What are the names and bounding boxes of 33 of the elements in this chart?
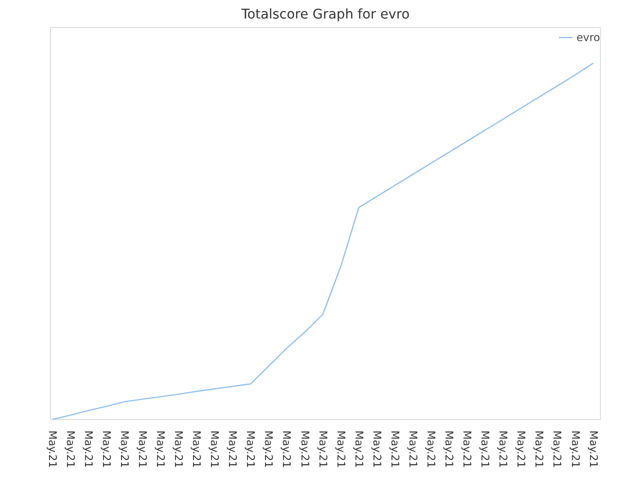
x-tick-label: May.21: [118, 430, 131, 468]
x-tick-label: May.21: [424, 430, 438, 468]
x-tick-label: May.21: [100, 430, 113, 468]
x-tick-label: May.21: [208, 430, 222, 468]
x-tick-label: May.21: [82, 430, 95, 468]
x-tick-label: May.21: [226, 430, 240, 468]
x-tick-label: May.21: [172, 430, 186, 468]
legend-label: evro: [576, 30, 600, 44]
x-tick-label: May.21: [550, 430, 564, 468]
x-tick-label: May.21: [334, 430, 348, 468]
x-tick-label: May.21: [406, 430, 420, 468]
x-tick-label: May.21: [298, 430, 312, 468]
x-tick-label: May.21: [46, 430, 59, 468]
x-tick-label: May.21: [262, 430, 276, 468]
x-tick-label: May.21: [514, 430, 528, 468]
x-tick-label: May.21: [496, 430, 510, 468]
x-tick-label: May.21: [64, 430, 77, 468]
x-tick-label: May.21: [442, 430, 456, 468]
x-tick-label: May.21: [478, 430, 492, 468]
x-tick-label: May.21: [136, 430, 149, 468]
x-tick-label: May.21: [586, 430, 600, 468]
x-tick-label: May.21: [154, 430, 167, 468]
x-tick-label: May.21: [316, 430, 330, 468]
x-tick-label: May.21: [388, 430, 402, 468]
x-tick-label: May.21: [244, 430, 258, 468]
x-tick-label: May.21: [568, 430, 582, 468]
x-tick-label: May.21: [280, 430, 294, 468]
chart-title: Totalscore Graph for evro: [240, 8, 410, 22]
x-tick-label: May.21: [532, 430, 546, 468]
x-tick-label: May.21: [190, 430, 204, 468]
x-tick-label: May.21: [460, 430, 474, 468]
x-tick-label: May.21: [352, 430, 366, 468]
x-tick-label: May.21: [370, 430, 384, 468]
